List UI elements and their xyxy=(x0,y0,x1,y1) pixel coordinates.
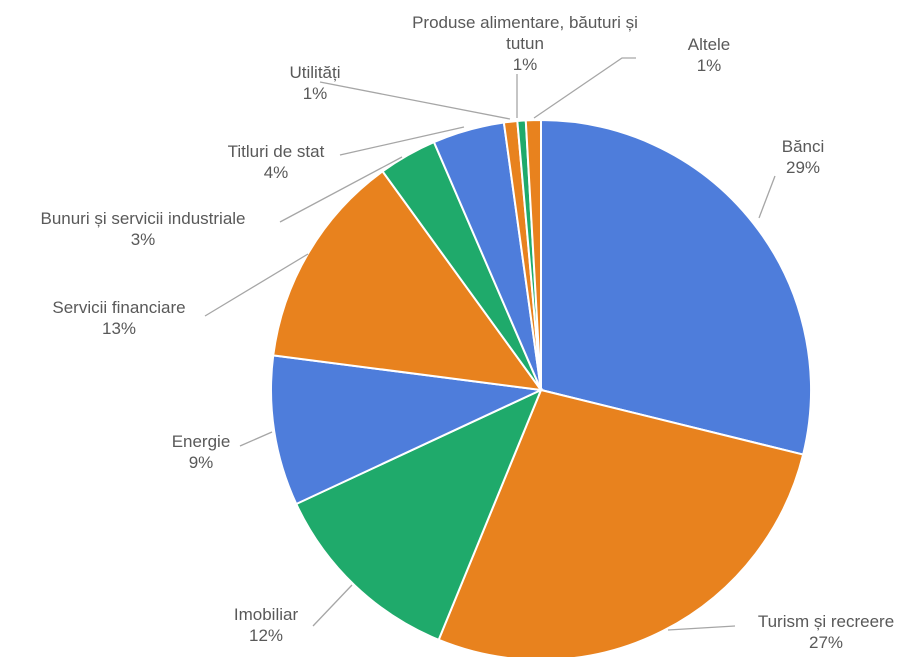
slice-category: Turism și recreere xyxy=(758,612,894,631)
pie-slice-9 xyxy=(524,118,542,391)
slice-category: Utilități xyxy=(289,63,340,82)
slice-percent: 1% xyxy=(303,84,328,103)
slice-label-6: Titluri de stat 4% xyxy=(228,142,325,182)
slice-percent: 29% xyxy=(786,158,820,177)
slice-label-4: Servicii financiare 13% xyxy=(52,298,185,338)
slice-percent: 1% xyxy=(697,56,722,75)
slice-percent: 12% xyxy=(249,626,283,645)
leader-line-4 xyxy=(204,253,309,317)
slice-category: Servicii financiare xyxy=(52,298,185,317)
slice-category: tutun xyxy=(506,34,544,53)
leader-line-7 xyxy=(319,81,511,120)
leader-line-5 xyxy=(279,156,403,223)
leader-line-1 xyxy=(667,625,736,631)
leader-line-9 xyxy=(533,57,636,119)
slice-category: Titluri de stat xyxy=(228,142,325,161)
pie-slice-3 xyxy=(270,354,545,506)
leader-line-2 xyxy=(312,584,353,627)
slice-category: Produse alimentare, băuturi și xyxy=(412,13,638,32)
slice-percent: 13% xyxy=(102,319,136,338)
slice-label-8: Produse alimentare, băuturi și tutun 1% xyxy=(412,13,638,74)
slice-label-3: Energie 9% xyxy=(172,432,231,472)
slice-percent: 3% xyxy=(131,230,156,249)
leader-line-3 xyxy=(239,431,273,447)
slice-percent: 27% xyxy=(809,633,843,652)
slice-label-0: Bănci 29% xyxy=(782,137,825,177)
pie-slice-0 xyxy=(540,118,812,456)
slice-label-1: Turism și recreere 27% xyxy=(758,612,894,652)
pie-slice-2 xyxy=(294,388,543,642)
pie-slices xyxy=(270,118,812,657)
slice-category: Altele xyxy=(688,35,731,54)
slice-percent: 1% xyxy=(513,55,538,74)
slice-percent: 4% xyxy=(264,163,289,182)
slice-category: Energie xyxy=(172,432,231,451)
slice-percent: 9% xyxy=(189,453,214,472)
slice-labels: Bănci 29% Turism și recreere 27% Imobiliar 12… xyxy=(40,13,894,652)
leader-line-0 xyxy=(758,175,776,219)
slice-category: Imobiliar xyxy=(234,605,299,624)
slice-category: Bunuri și servicii industriale xyxy=(40,209,245,228)
leader-line-6 xyxy=(339,126,465,156)
pie-slice-4 xyxy=(272,169,544,392)
slice-label-5: Bunuri și servicii industriale 3% xyxy=(40,209,245,249)
pie-slice-1 xyxy=(437,388,805,657)
leader-lines xyxy=(204,57,776,631)
slice-label-2: Imobiliar 12% xyxy=(234,605,299,645)
slice-label-9: Altele 1% xyxy=(688,35,731,75)
slice-category: Bănci xyxy=(782,137,825,156)
slice-label-7: Utilități 1% xyxy=(289,63,340,103)
